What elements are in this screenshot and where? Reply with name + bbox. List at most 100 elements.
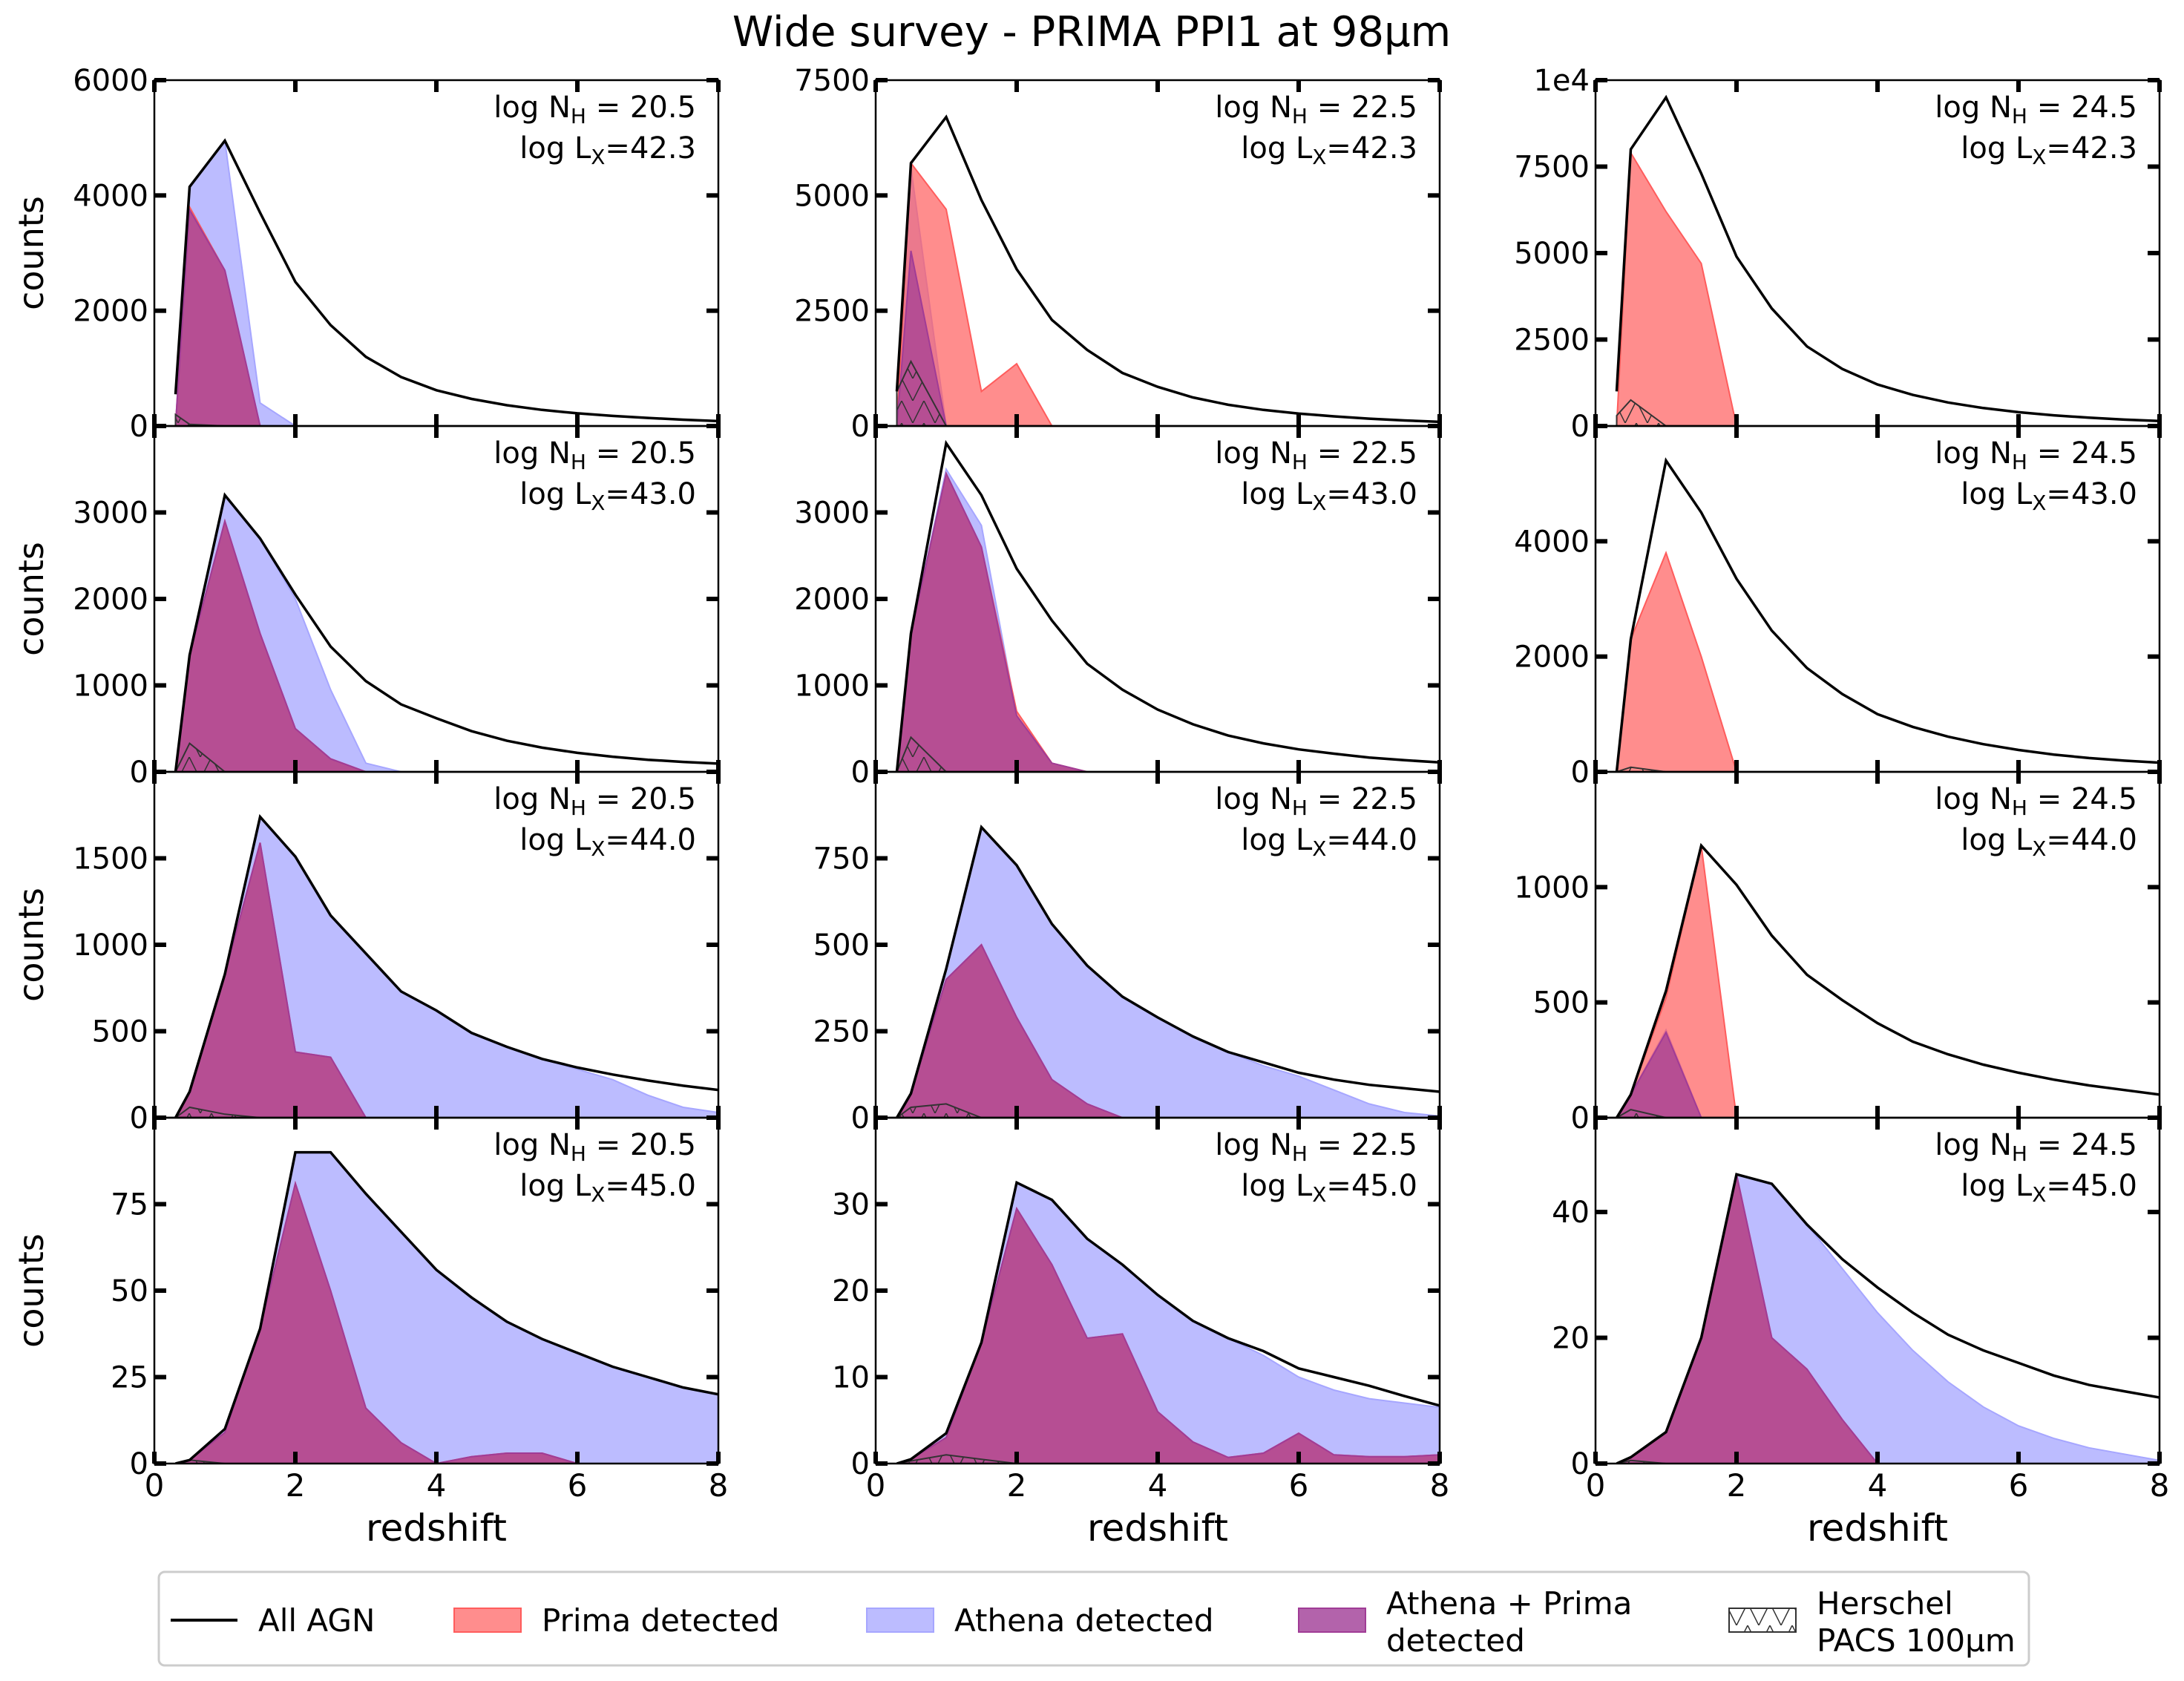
figure-title: Wide survey - PRIMA PPI1 at 98μm (732, 8, 1451, 56)
y-tick-label: 2500 (794, 295, 870, 329)
y-tick-label: 0 (130, 756, 148, 790)
series-all-agn-line (174, 813, 718, 1118)
y-tick-label: 2000 (1514, 640, 1590, 675)
plot-area (896, 1180, 1440, 1464)
y-tick-label: 500 (813, 928, 870, 963)
y-tick-label: 750 (813, 842, 870, 876)
legend-frame (157, 1570, 2030, 1667)
annotation-nh: log NH = 20.5 (493, 436, 696, 474)
y-tick-label: 10 (832, 1361, 870, 1395)
x-tick-label: 2 (286, 1467, 306, 1504)
series-all-agn-line (1616, 842, 2160, 1118)
legend-item-both: Athena + Prima detected (1298, 1585, 1632, 1659)
y-tick-label: 0 (130, 1447, 148, 1481)
y-tick-label: 7500 (1514, 151, 1590, 185)
annotation-lx: log LX=44.0 (1241, 823, 1417, 861)
x-tick-label: 4 (1868, 1467, 1888, 1504)
y-tick-label: 2000 (794, 583, 870, 617)
series-both-area (174, 207, 718, 426)
y-tick-label: 30 (832, 1188, 870, 1222)
y-tick-label: 6000 (73, 64, 148, 98)
x-tick-label: 4 (427, 1467, 447, 1504)
annotation-lx: log LX=43.0 (1961, 477, 2137, 515)
annotation-lx: log LX=45.0 (1241, 1169, 1417, 1207)
y-tick-label: 1e4 (1533, 64, 1590, 98)
series-both-area (896, 943, 1440, 1118)
annotation-lx: log LX=42.3 (1241, 131, 1417, 169)
series-herschel-area (895, 1103, 1440, 1118)
series-all-agn-line (1616, 1173, 2160, 1464)
legend-swatch-icon (1728, 1608, 1797, 1633)
annotation-nh: log NH = 24.5 (1935, 91, 2137, 128)
series-prima-area (1616, 150, 2160, 426)
y-tick-label: 0 (130, 1101, 148, 1136)
plot-area (895, 114, 1440, 426)
y-tick-label: 500 (1533, 986, 1590, 1020)
y-tick-label: 0 (1571, 410, 1590, 444)
plot-area (175, 1150, 718, 1464)
legend-swatch-icon (453, 1608, 522, 1633)
annotation-nh: log NH = 22.5 (1215, 91, 1417, 128)
y-tick-label: 0 (1571, 756, 1590, 790)
plot-area (1615, 94, 2160, 426)
y-tick-label: 0 (1571, 1101, 1590, 1136)
x-axis-label: redshift (1807, 1507, 1948, 1550)
series-all-agn-line (895, 825, 1440, 1118)
y-tick-label: 50 (111, 1274, 148, 1308)
y-tick-label: 1000 (73, 669, 148, 704)
x-tick-label: 2 (1727, 1467, 1747, 1504)
legend-label-line2: PACS 100μm (1817, 1622, 2016, 1659)
legend-label: Athena + Prima (1386, 1585, 1632, 1622)
x-tick-label: 0 (145, 1467, 165, 1504)
series-all-agn-line (896, 1180, 1440, 1464)
legend-label: Herschel (1817, 1585, 1953, 1622)
plot-area (895, 825, 1440, 1118)
y-tick-label: 0 (1571, 1447, 1590, 1481)
x-tick-label: 6 (1289, 1467, 1309, 1504)
y-axis-label: counts (11, 1233, 51, 1348)
legend-swatch-icon (1298, 1608, 1366, 1633)
series-all-agn-line (175, 1150, 718, 1464)
legend-label: All AGN (258, 1602, 375, 1639)
y-tick-label: 1000 (1514, 871, 1590, 905)
y-tick-label: 1500 (73, 842, 148, 876)
x-tick-label: 0 (866, 1467, 886, 1504)
y-tick-label: 3000 (73, 497, 148, 531)
y-tick-label: 75 (111, 1188, 148, 1222)
legend-item-all: All AGN (171, 1602, 375, 1639)
legend-label: Athena detected (954, 1602, 1214, 1639)
x-tick-label: 2 (1007, 1467, 1027, 1504)
annotation-lx: log LX=42.3 (1961, 131, 2137, 169)
y-tick-label: 0 (851, 1101, 870, 1136)
x-tick-label: 0 (1586, 1467, 1606, 1504)
legend-label-line2: detected (1386, 1622, 1525, 1659)
x-tick-label: 6 (568, 1467, 588, 1504)
y-tick-label: 0 (130, 410, 148, 444)
y-tick-label: 40 (1552, 1196, 1590, 1230)
x-tick-label: 8 (2150, 1467, 2170, 1504)
annotation-nh: log NH = 24.5 (1935, 1128, 2137, 1166)
annotation-nh: log NH = 20.5 (493, 91, 696, 128)
plot-area (174, 492, 718, 772)
y-axis-label: counts (11, 542, 51, 656)
y-tick-label: 2500 (1514, 324, 1590, 358)
y-tick-label: 20 (832, 1274, 870, 1308)
legend-swatch-icon (866, 1608, 934, 1633)
y-tick-label: 2000 (73, 295, 148, 329)
y-tick-label: 0 (851, 1447, 870, 1481)
y-tick-label: 4000 (73, 179, 148, 213)
y-tick-label: 4000 (1514, 525, 1590, 559)
x-tick-label: 8 (1430, 1467, 1450, 1504)
plot-area (1615, 842, 2160, 1118)
x-axis-label: redshift (366, 1507, 507, 1550)
annotation-nh: log NH = 22.5 (1215, 782, 1417, 820)
annotation-lx: log LX=42.3 (519, 131, 696, 169)
